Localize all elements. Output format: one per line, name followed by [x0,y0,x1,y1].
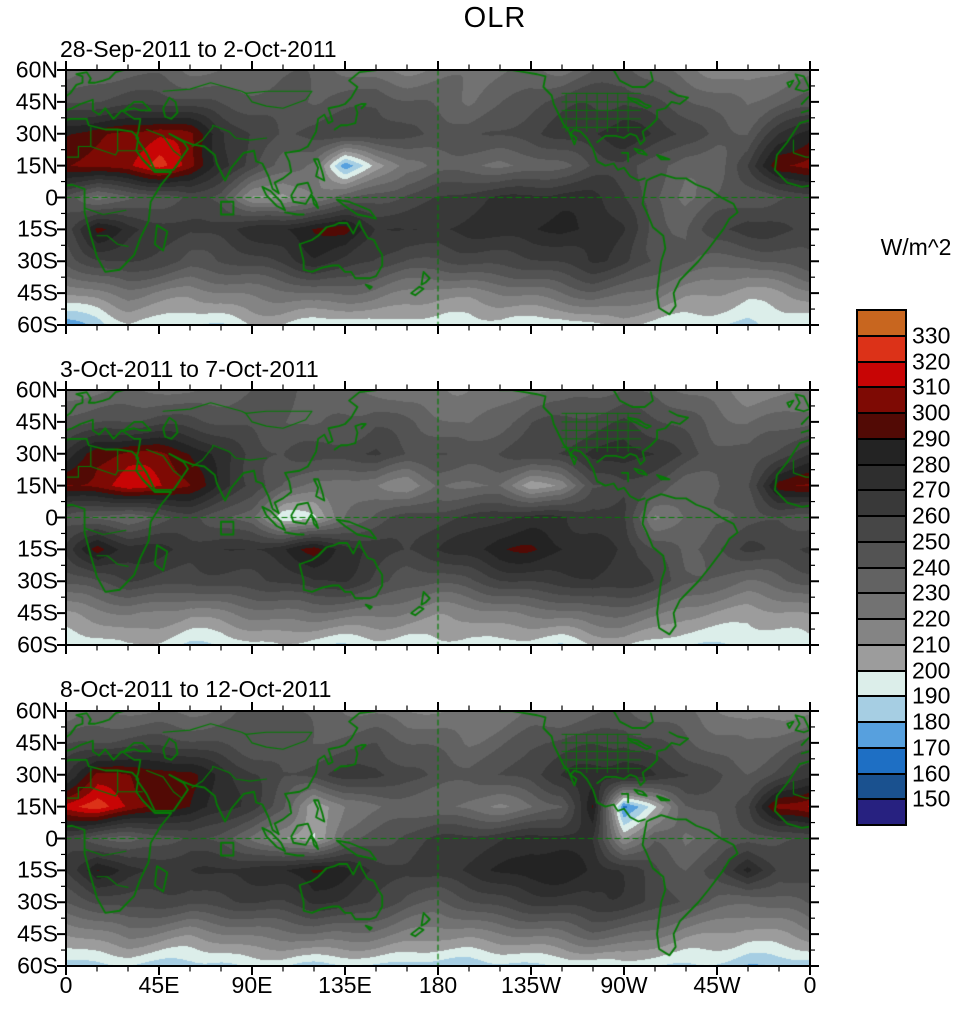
colorbar-swatch [857,722,906,748]
panel-1-title: 28-Sep-2011 to 2-Oct-2011 [60,36,337,62]
colorbar-tick-label: 280 [912,451,951,477]
panel-3-title: 8-Oct-2011 to 12-Oct-2011 [60,676,332,702]
colorbar-swatch [857,593,906,619]
chart-title: OLR [463,2,527,34]
colorbar-tick-label: 250 [912,528,951,555]
colorbar-tick-label: 210 [912,631,951,658]
colorbar-swatch [857,438,906,465]
colorbar-swatch [857,541,906,568]
lon-tick-label: 135E [318,972,372,998]
lon-tick-label: 90W [600,972,648,998]
colorbar-swatch [857,310,906,336]
lat-tick-label: 60N [15,56,58,83]
colorbar-swatch [857,619,906,645]
colorbar-swatch [857,773,906,800]
colorbar-swatch [857,696,906,722]
lon-tick-label: 45E [138,972,180,998]
panel-3-axes-ticks [57,702,819,975]
lat-tick-label: 30N [15,761,58,788]
colorbar-swatch [857,464,906,491]
lon-tick-label: 90E [231,972,273,998]
colorbar-swatch [857,490,906,516]
colorbar [856,309,907,826]
lat-tick-label: 60S [17,952,58,979]
map-panel-3 [57,702,819,975]
map-panel-1 [57,61,819,334]
lat-tick-label: 0 [45,184,58,210]
lon-tick-label: 45W [693,972,741,998]
panel-1-axes-ticks [57,61,819,334]
lat-tick-label: 45N [15,88,58,115]
colorbar-tick-label: 260 [912,502,951,529]
lat-tick-label: 45N [15,729,58,756]
colorbar-tick-label: 150 [912,785,951,812]
colorbar-tick-label: 290 [912,425,951,452]
colorbar-swatch [857,644,906,671]
panel-2-axes-ticks [57,381,819,654]
colorbar-tick-label: 240 [912,554,951,580]
colorbar-tick-label: 230 [912,579,951,606]
colorbar-swatch [857,670,906,697]
lat-tick-label: 30S [17,888,58,915]
map-canvas-1 [66,70,810,325]
colorbar-tick-label: 310 [912,373,951,400]
colorbar-tick-label: 200 [912,657,951,683]
lat-tick-label: 15S [17,215,58,242]
colorbar-tick-label: 160 [912,760,951,786]
colorbar-swatch [857,387,906,413]
lon-tick-label: 0 [803,972,817,998]
panel-2-title: 3-Oct-2011 to 7-Oct-2011 [60,356,319,382]
colorbar-swatch [857,361,906,388]
lon-tick-label: 180 [418,972,458,998]
lat-tick-label: 15N [15,152,58,179]
colorbar-swatch [857,747,906,774]
colorbar-swatch [857,516,906,542]
lat-tick-label: 45S [17,599,58,626]
colorbar-tick-label: 330 [912,322,951,349]
lat-tick-label: 30N [15,120,58,147]
lat-tick-label: 30S [17,567,58,594]
lon-tick-label: 135W [500,972,562,998]
lat-tick-label: 15S [17,535,58,562]
lat-tick-label: 30N [15,440,58,467]
lat-tick-label: 0 [45,825,58,851]
lat-tick-label: 45S [17,920,58,947]
colorbar-swatch [857,335,906,362]
lat-tick-label: 60N [15,697,58,724]
map-canvas-3 [66,711,810,966]
colorbar-unit-label: W/m^2 [880,234,952,260]
lat-tick-label: 60S [17,311,58,338]
colorbar-tick-label: 220 [912,605,951,632]
colorbar-tick-label: 320 [912,348,951,374]
colorbar-swatch [857,567,906,594]
colorbar-tick-label: 270 [912,476,951,503]
map-panel-2 [57,381,819,654]
colorbar-tick-label: 300 [912,399,951,426]
lat-tick-label: 60N [15,376,58,403]
lat-tick-label: 15N [15,472,58,499]
colorbar-tick-label: 190 [912,682,951,709]
lat-tick-label: 0 [45,504,58,530]
colorbar-tick-label: 170 [912,734,951,761]
lat-tick-label: 60S [17,631,58,658]
colorbar-tick-label: 180 [912,708,951,735]
lon-tick-label: 0 [59,972,73,998]
lat-tick-label: 30S [17,247,58,274]
map-canvas-2 [66,390,810,645]
lat-tick-label: 45S [17,279,58,306]
lat-tick-label: 15S [17,856,58,883]
lat-tick-label: 15N [15,793,58,820]
colorbar-swatch [857,799,906,825]
lat-tick-label: 45N [15,408,58,435]
colorbar-swatch [857,413,906,439]
